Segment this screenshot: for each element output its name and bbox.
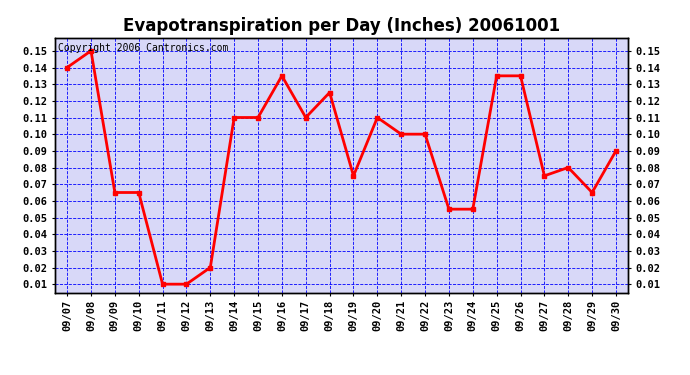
Text: Copyright 2006 Cantronics.com: Copyright 2006 Cantronics.com	[58, 43, 228, 52]
Title: Evapotranspiration per Day (Inches) 20061001: Evapotranspiration per Day (Inches) 2006…	[123, 16, 560, 34]
